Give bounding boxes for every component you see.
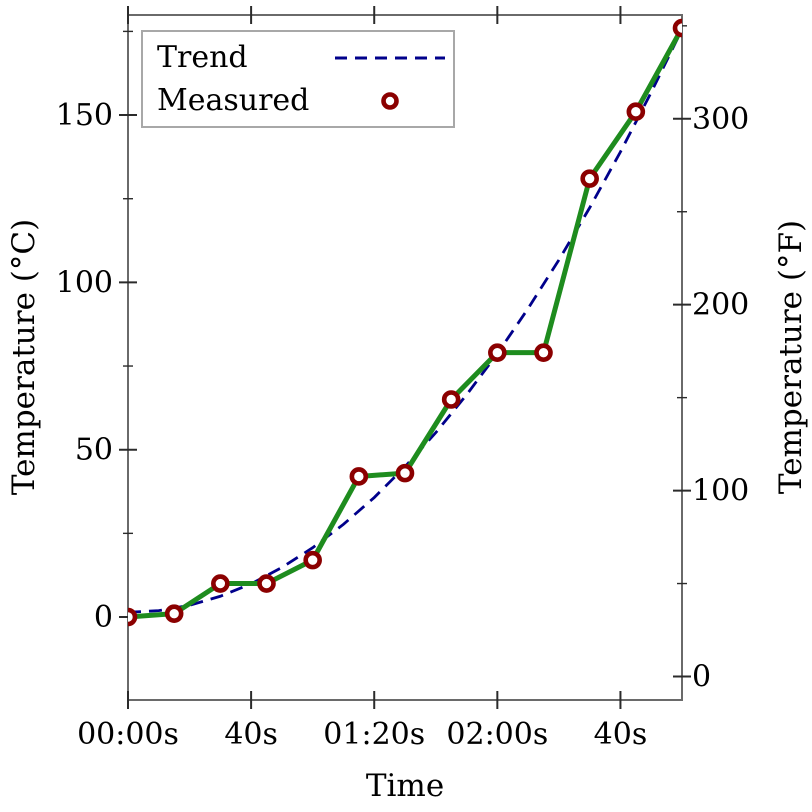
- legend-label-measured: Measured: [157, 83, 310, 118]
- measured-marker: [580, 169, 599, 188]
- measured-marker: [441, 390, 461, 409]
- measured-marker: [672, 18, 682, 38]
- measured-marker: [626, 102, 646, 122]
- measured-marker: [349, 467, 369, 486]
- x-tick-label: 40s: [594, 717, 648, 752]
- x-tick-label: 40s: [224, 717, 278, 752]
- y-axis-label-left: Temperature (°C): [6, 218, 42, 496]
- axes-spines: [127, 14, 683, 701]
- legend-item-measured: Measured: [143, 80, 453, 122]
- y-left-tick-label: 100: [56, 265, 113, 300]
- open-circle-marker-icon: [333, 80, 447, 122]
- y-right-tick-label: 200: [692, 288, 749, 323]
- y-left-tick-label: 0: [94, 600, 113, 635]
- y-right-tick-label: 300: [692, 102, 749, 137]
- y-right-tick-label: 0: [692, 660, 711, 695]
- measured-marker: [395, 463, 415, 483]
- dashed-line-icon: [333, 37, 447, 79]
- legend-item-trend: Trend: [143, 37, 453, 79]
- x-axis-label: Time: [365, 768, 445, 804]
- x-tick-label: 01:20s: [323, 717, 425, 752]
- measured-marker: [164, 604, 184, 623]
- y-axis-label-right: Temperature (°F): [773, 219, 809, 495]
- measured-marker: [303, 550, 322, 570]
- measured-marker: [211, 574, 230, 593]
- y-right-tick-label: 100: [692, 474, 749, 509]
- legend-label-trend: Trend: [157, 40, 248, 75]
- measured-marker: [128, 607, 138, 627]
- measured-marker: [488, 343, 507, 362]
- y-left-tick-label: 150: [56, 98, 113, 133]
- x-tick-label: 00:00s: [77, 717, 179, 752]
- measured-marker: [257, 574, 276, 593]
- x-tick-label: 02:00s: [446, 717, 548, 752]
- y-left-tick-label: 50: [75, 433, 113, 468]
- measured-marker: [534, 343, 553, 362]
- legend: Trend Measured: [141, 30, 455, 128]
